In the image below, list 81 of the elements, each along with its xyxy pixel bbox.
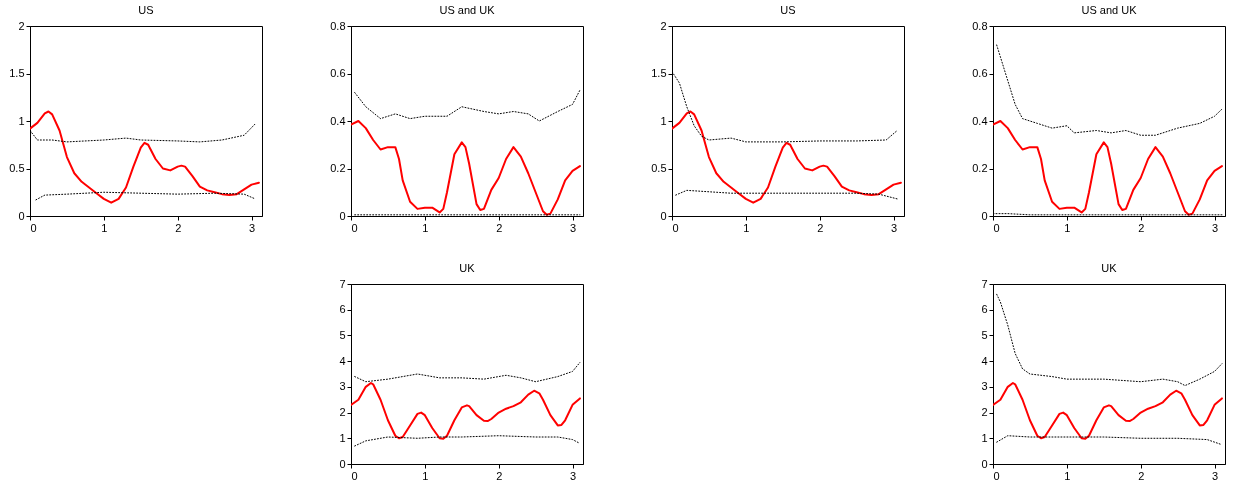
x-tick-label: 2 <box>817 221 824 234</box>
x-tick-label: 2 <box>496 469 503 482</box>
x-tick-label: 2 <box>1138 469 1145 482</box>
x-tick-label: 1 <box>1064 221 1071 234</box>
x-tick-label: 3 <box>248 221 256 234</box>
y-tick-label: 4 <box>339 354 346 367</box>
y-tick-label: 0.4 <box>972 114 988 127</box>
x-tick-label: 0 <box>30 221 37 234</box>
chart-title: US <box>138 4 154 16</box>
x-tick-label: 0 <box>993 221 1000 234</box>
y-tick-label: 0.5 <box>9 162 25 174</box>
x-tick-label: 3 <box>890 221 898 234</box>
y-tick-label: 0.2 <box>330 162 346 174</box>
x-tick-label: 1 <box>101 221 108 234</box>
y-tick-label: 6 <box>981 303 988 316</box>
y-tick-label: 1.5 <box>9 67 25 79</box>
line-series <box>30 110 260 204</box>
y-tick-label: 0 <box>339 457 346 470</box>
x-tick-label: 1 <box>1064 469 1071 482</box>
chart-title: US and UK <box>1081 4 1138 16</box>
chart-title: UK <box>1101 262 1118 274</box>
line-series <box>996 44 1223 136</box>
y-tick-label: 0.6 <box>330 67 346 79</box>
y-tick-label: 5 <box>339 328 346 341</box>
y-tick-label: 0 <box>18 209 25 222</box>
line-series <box>996 293 1223 387</box>
y-tick-label: 1.5 <box>651 67 667 79</box>
y-tick-label: 1 <box>339 431 346 444</box>
line-series <box>351 382 581 440</box>
y-tick-label: 1 <box>660 114 667 127</box>
x-tick-label: 2 <box>175 221 182 234</box>
y-tick-label: 1 <box>981 431 988 444</box>
y-tick-label: 4 <box>981 354 988 367</box>
y-tick-label: 7 <box>981 277 988 290</box>
x-tick-label: 1 <box>422 221 429 234</box>
y-tick-label: 2 <box>981 406 988 419</box>
y-tick-label: 0 <box>339 209 346 222</box>
chart-title: US and UK <box>439 4 496 16</box>
x-tick-label: 1 <box>743 221 750 234</box>
y-tick-label: 2 <box>339 406 346 419</box>
line-series <box>354 435 581 447</box>
y-tick-label: 0.2 <box>972 162 988 174</box>
y-tick-label: 5 <box>981 328 988 341</box>
y-tick-label: 0.8 <box>330 19 346 32</box>
y-tick-label: 2 <box>660 19 667 32</box>
line-series <box>993 120 1223 216</box>
y-tick-label: 3 <box>339 380 346 393</box>
line-series <box>35 191 256 201</box>
y-tick-label: 0.5 <box>651 162 667 174</box>
y-tick-label: 0.8 <box>972 19 988 32</box>
line-series <box>675 189 898 200</box>
y-tick-label: 1 <box>18 114 25 127</box>
line-series <box>993 382 1223 440</box>
x-tick-label: 3 <box>1211 221 1219 234</box>
y-tick-label: 7 <box>339 277 346 290</box>
x-tick-label: 3 <box>569 221 577 234</box>
line-series <box>354 89 581 122</box>
y-tick-label: 0 <box>981 457 988 470</box>
line-series <box>996 435 1223 446</box>
x-tick-label: 0 <box>993 469 1000 482</box>
x-tick-label: 3 <box>1211 469 1219 482</box>
line-series <box>30 123 256 143</box>
y-tick-label: 6 <box>339 303 346 316</box>
line-series <box>351 120 581 216</box>
y-tick-label: 0 <box>660 209 667 222</box>
y-tick-label: 0.6 <box>972 67 988 79</box>
x-tick-label: 0 <box>351 469 358 482</box>
chart-title: UK <box>459 262 476 274</box>
y-tick-label: 2 <box>18 19 25 32</box>
line-series <box>354 361 581 383</box>
x-tick-label: 2 <box>496 221 503 234</box>
chart-title: US <box>780 4 796 16</box>
x-tick-label: 0 <box>351 221 358 234</box>
y-tick-label: 0 <box>981 209 988 222</box>
y-tick-label: 3 <box>981 380 988 393</box>
y-tick-label: 0.4 <box>330 114 346 127</box>
x-tick-label: 3 <box>569 469 577 482</box>
x-tick-label: 1 <box>422 469 429 482</box>
x-tick-label: 2 <box>1138 221 1145 234</box>
x-tick-label: 0 <box>672 221 679 234</box>
line-series <box>672 110 902 204</box>
